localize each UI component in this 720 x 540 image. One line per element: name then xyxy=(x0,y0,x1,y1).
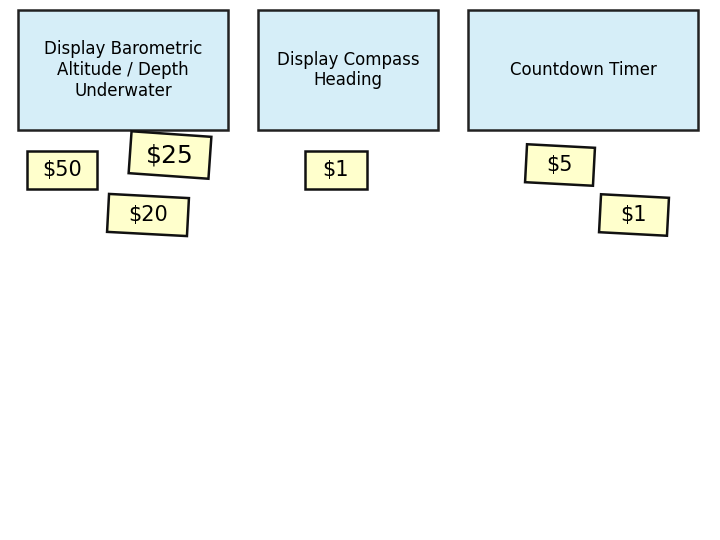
FancyBboxPatch shape xyxy=(468,10,698,130)
Text: Display Barometric
Altitude / Depth
Underwater: Display Barometric Altitude / Depth Unde… xyxy=(44,40,202,100)
FancyBboxPatch shape xyxy=(27,151,97,189)
FancyBboxPatch shape xyxy=(525,144,595,186)
Text: $5: $5 xyxy=(546,155,573,175)
FancyBboxPatch shape xyxy=(129,131,212,179)
Text: $1: $1 xyxy=(621,205,647,225)
FancyBboxPatch shape xyxy=(599,194,669,236)
Text: $20: $20 xyxy=(128,205,168,225)
Text: $1: $1 xyxy=(323,160,349,180)
Text: $25: $25 xyxy=(146,143,194,167)
Text: $50: $50 xyxy=(42,160,82,180)
FancyBboxPatch shape xyxy=(18,10,228,130)
FancyBboxPatch shape xyxy=(107,194,189,236)
FancyBboxPatch shape xyxy=(305,151,367,189)
FancyBboxPatch shape xyxy=(258,10,438,130)
Text: Display Compass
Heading: Display Compass Heading xyxy=(276,51,419,90)
Text: Countdown Timer: Countdown Timer xyxy=(510,61,657,79)
